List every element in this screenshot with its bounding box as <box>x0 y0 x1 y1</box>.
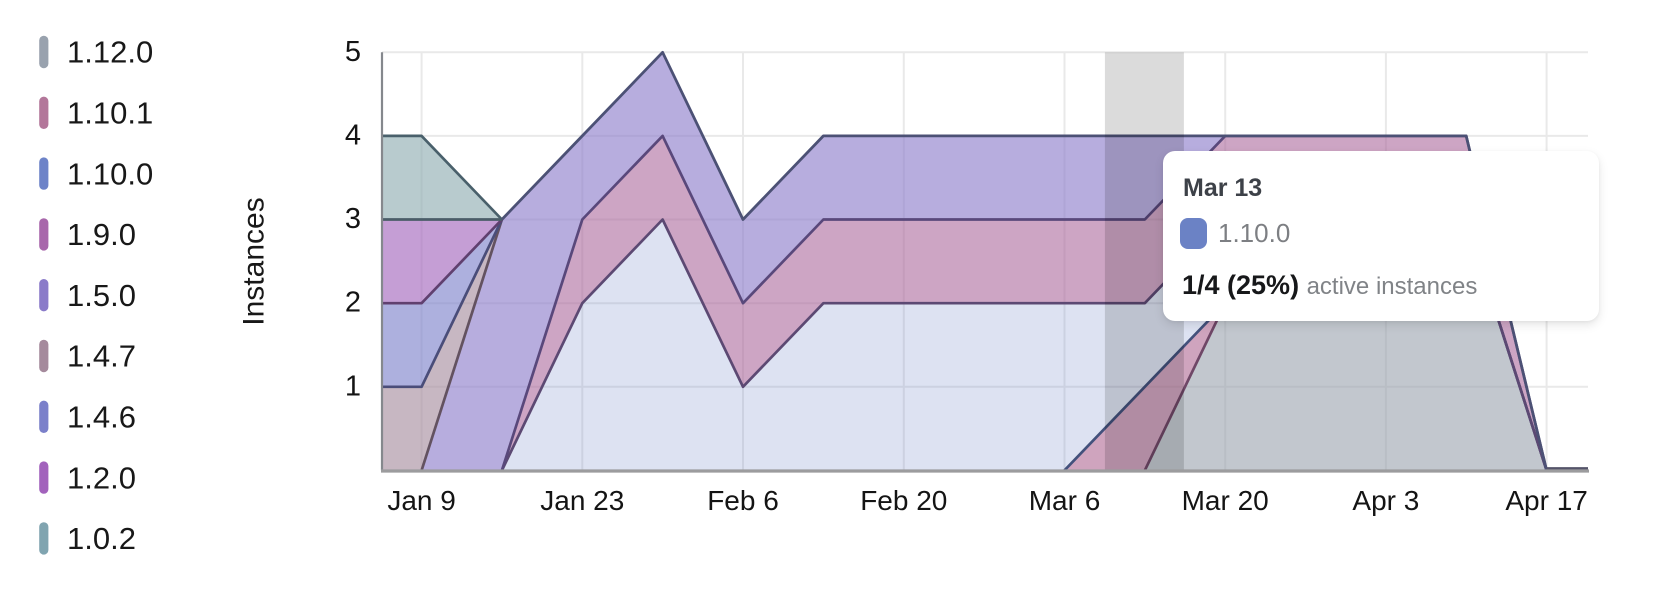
svg-text:Instances: Instances <box>238 197 271 325</box>
svg-text:1.9.0: 1.9.0 <box>67 217 136 252</box>
svg-text:1.4.6: 1.4.6 <box>67 400 136 435</box>
svg-text:1.0.2: 1.0.2 <box>67 521 136 556</box>
svg-text:Mar 6: Mar 6 <box>1029 485 1101 516</box>
svg-text:5: 5 <box>345 36 361 68</box>
svg-text:Feb 6: Feb 6 <box>707 485 779 516</box>
svg-text:1.10.0: 1.10.0 <box>67 156 153 191</box>
svg-text:3: 3 <box>345 203 361 235</box>
svg-text:Mar 20: Mar 20 <box>1182 485 1269 516</box>
svg-text:1: 1 <box>345 370 361 402</box>
svg-text:2: 2 <box>345 287 361 319</box>
svg-text:1.12.0: 1.12.0 <box>67 35 153 70</box>
svg-text:4: 4 <box>345 119 361 151</box>
svg-text:Apr 3: Apr 3 <box>1352 485 1419 516</box>
svg-text:Apr 17: Apr 17 <box>1505 485 1588 516</box>
svg-text:Jan 23: Jan 23 <box>540 485 624 516</box>
svg-text:1.2.0: 1.2.0 <box>67 460 136 495</box>
svg-text:1.4.7: 1.4.7 <box>67 339 136 374</box>
svg-text:Jan 9: Jan 9 <box>387 485 456 516</box>
svg-text:1.5.0: 1.5.0 <box>67 278 136 313</box>
svg-text:Feb 20: Feb 20 <box>860 485 947 516</box>
svg-text:1.10.1: 1.10.1 <box>67 96 153 131</box>
